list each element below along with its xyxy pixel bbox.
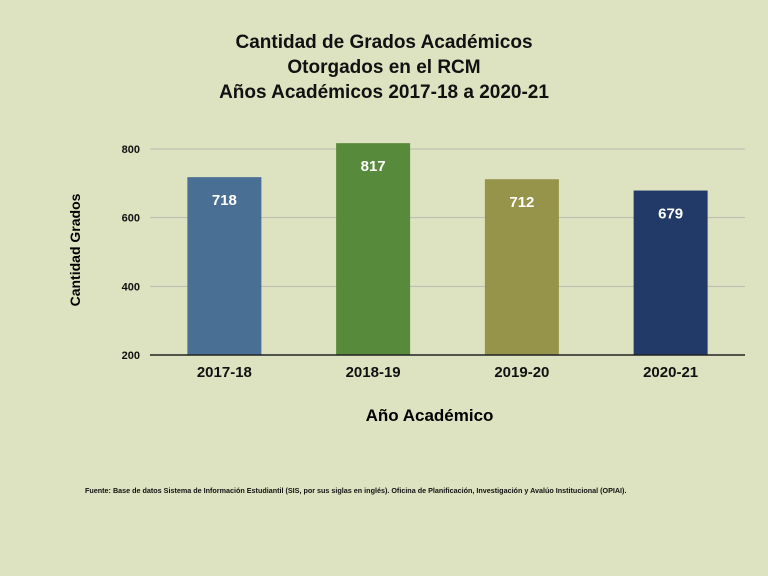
bar-value-label: 712 bbox=[509, 194, 534, 211]
y-tick-label: 400 bbox=[122, 281, 140, 293]
chart-title-line-1: Cantidad de Grados Académicos bbox=[235, 32, 533, 53]
source-note: Fuente: Base de datos Sistema de Informa… bbox=[85, 486, 627, 495]
bar-value-label: 679 bbox=[658, 206, 683, 223]
x-tick-label: 2019-20 bbox=[494, 364, 549, 381]
chart-title-line-2: Otorgados en el RCM bbox=[287, 57, 481, 78]
y-tick-label: 600 bbox=[122, 213, 140, 225]
chart-title-line-3: Años Académicos 2017-18 a 2020-21 bbox=[219, 82, 549, 103]
y-tick-label: 200 bbox=[122, 350, 140, 362]
bar-2020-21 bbox=[633, 190, 708, 355]
bar-2018-19 bbox=[336, 143, 411, 355]
x-axis-title: Año Académico bbox=[366, 406, 494, 425]
x-tick-label: 2020-21 bbox=[643, 364, 698, 381]
y-tick-labels: 200 400 600 800 bbox=[122, 144, 140, 362]
bar-value-label: 718 bbox=[212, 192, 237, 209]
bar-value-label: 817 bbox=[361, 158, 386, 175]
y-tick-label: 800 bbox=[122, 144, 140, 156]
chart-title: Cantidad de Grados Académicos Otorgados … bbox=[0, 30, 768, 105]
x-tick-label: 2017-18 bbox=[197, 364, 252, 381]
x-tick-labels: 2017-18 2018-19 2019-20 2020-21 bbox=[197, 364, 698, 381]
y-axis-title: Cantidad Grados bbox=[67, 193, 83, 306]
bar-2019-20 bbox=[484, 179, 559, 355]
x-tick-label: 2018-19 bbox=[346, 364, 401, 381]
bars bbox=[187, 143, 708, 355]
bar-2017-18 bbox=[187, 177, 262, 355]
data-labels: 718 817 712 679 bbox=[212, 158, 683, 222]
